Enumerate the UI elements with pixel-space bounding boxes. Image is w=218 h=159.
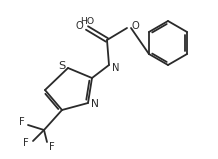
Text: F: F <box>49 142 55 152</box>
Text: N: N <box>112 63 119 73</box>
Text: HO: HO <box>80 17 94 27</box>
Text: O: O <box>131 21 139 31</box>
Text: S: S <box>58 61 66 71</box>
Text: F: F <box>19 117 25 127</box>
Text: F: F <box>23 138 29 148</box>
Text: O: O <box>75 21 83 31</box>
Text: N: N <box>91 99 99 109</box>
